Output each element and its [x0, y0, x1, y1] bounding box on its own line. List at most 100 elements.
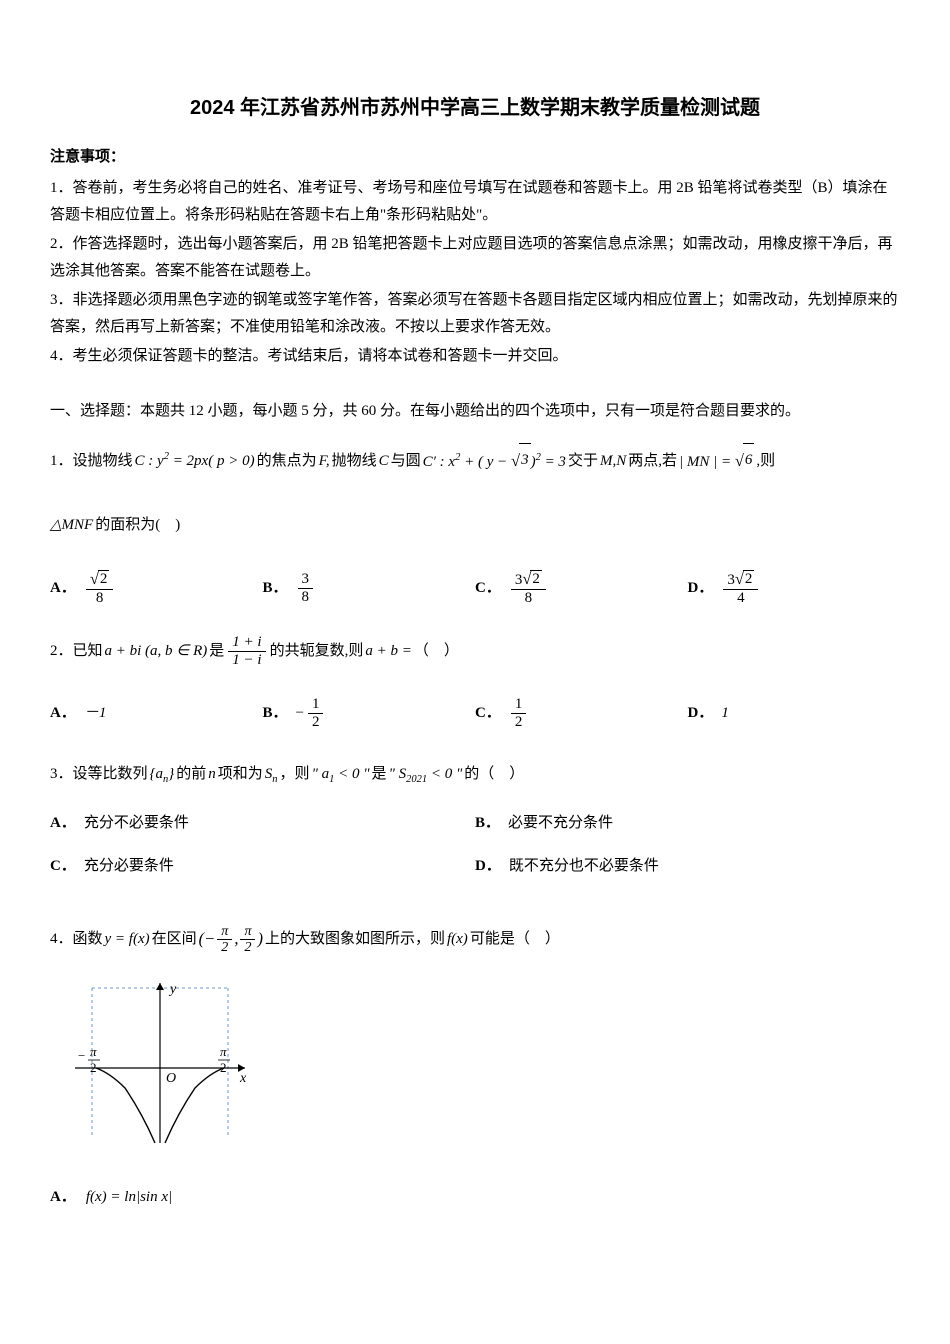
q4-fx2: f(x): [447, 923, 468, 956]
q1-choice-c: C． 3√28: [475, 570, 688, 606]
q3-a-text: 充分不必要条件: [84, 807, 189, 840]
q4-a-label: A．: [50, 1181, 76, 1214]
exam-title: 2024 年江苏省苏州市苏州中学高三上数学期末教学质量检测试题: [50, 90, 900, 126]
svg-text:π: π: [220, 1044, 227, 1059]
q1-prefix: 1．设抛物线: [50, 445, 133, 478]
svg-text:2: 2: [90, 1060, 97, 1075]
q2-c-val: 12: [511, 696, 527, 730]
q1-MN: M,N: [600, 445, 626, 478]
q1-choice-d: D． 3√24: [688, 570, 901, 606]
q3-d-label: D．: [475, 850, 501, 883]
q1-choices: A． √28 B． 38 C． 3√28 D． 3√24: [50, 570, 900, 606]
q1-b-frac: 38: [298, 571, 314, 605]
q3-mid3: ，则: [280, 758, 310, 791]
q3-d-text: 既不充分也不必要条件: [509, 850, 659, 883]
q3-mid5: 的（ ）: [464, 758, 524, 791]
q2-choice-a: A． －1: [50, 696, 263, 730]
q1-a-label: A．: [50, 572, 76, 605]
q4-mid1: 在区间: [152, 923, 197, 956]
q2-choices: A． －1 B． −12 C． 12 D． 1: [50, 696, 900, 730]
q4-fx: y = f(x): [105, 923, 150, 956]
q4-graph: y x O − π 2 π 2: [70, 978, 900, 1161]
svg-text:x: x: [239, 1071, 247, 1086]
q3-cond1: " a1 < 0 ": [312, 758, 370, 791]
q1-d-frac: 3√24: [723, 570, 758, 606]
question-3: 3．设等比数列 {an} 的前 n 项和为 Sn ，则 " a1 < 0 " 是…: [50, 758, 900, 893]
svg-text:2: 2: [220, 1060, 227, 1075]
q3-choice-c: C． 充分必要条件: [50, 850, 475, 883]
q4-a-expr: f(x) = ln|sin x|: [86, 1181, 172, 1214]
q3-choice-b: B． 必要不充分条件: [475, 807, 900, 840]
q1-b-label: B．: [263, 572, 288, 605]
q2-abi: a + bi (a, b ∈ R): [105, 635, 208, 668]
q2-mid1: 是: [209, 635, 224, 668]
q3-cond2: " S2021 < 0 ": [389, 758, 463, 791]
section-1-header: 一、选择题：本题共 12 小题，每小题 5 分，共 60 分。在每小题给出的四个…: [50, 398, 900, 425]
q2-a-val: －1: [84, 697, 107, 730]
q1-C: C: [379, 445, 389, 478]
q1-circle: C′ : x2 + ( y − √3)2 = 3: [423, 443, 566, 479]
q3-mid2: 项和为: [218, 758, 263, 791]
q2-choice-c: C． 12: [475, 696, 688, 730]
question-1: 1．设抛物线 C : y2 = 2px( p > 0) 的焦点为 F, 抛物线 …: [50, 443, 900, 606]
q1-triangle: △MNF: [50, 509, 93, 542]
q3-an: {an}: [150, 758, 175, 791]
q2-ab: a + b =: [365, 635, 412, 668]
notice-2: 2．作答选择题时，选出每小题答案后，用 2B 铅笔把答题卡上对应题目选项的答案信…: [50, 231, 900, 285]
q4-suffix: 可能是（ ）: [470, 923, 560, 956]
q2-prefix: 2．已知: [50, 635, 103, 668]
q3-choice-a: A． 充分不必要条件: [50, 807, 475, 840]
q2-b-label: B．: [263, 697, 288, 730]
q1-d-label: D．: [688, 572, 714, 605]
notice-3: 3．非选择题必须用黑色字迹的钢笔或签字笔作答，答案必须写在答题卡各题目指定区域内…: [50, 287, 900, 341]
notice-1: 1．答卷前，考生务必将自己的姓名、准考证号、考场号和座位号填写在试题卷和答题卡上…: [50, 175, 900, 229]
q3-mid4: 是: [372, 758, 387, 791]
q1-mid6: ,则: [756, 445, 775, 478]
q2-mid2: 的共轭复数,则: [270, 635, 364, 668]
notice-4: 4．考生必须保证答题卡的整洁。考试结束后，请将本试卷和答题卡一并交回。: [50, 343, 900, 370]
q2-choice-b: B． −12: [263, 696, 476, 730]
q1-c-frac: 3√28: [511, 570, 546, 606]
svg-text:O: O: [166, 1071, 176, 1086]
q2-frac: 1 + i1 − i: [228, 634, 265, 668]
q1-mid2: 抛物线: [332, 445, 377, 478]
q1-c-label: C．: [475, 572, 501, 605]
q3-a-label: A．: [50, 807, 76, 840]
q1-choice-a: A． √28: [50, 570, 263, 606]
q2-suffix: （ ）: [414, 635, 459, 668]
notice-header: 注意事项：: [50, 144, 900, 171]
q2-b-val: −12: [296, 696, 326, 730]
q1-mid4: 交于: [568, 445, 598, 478]
q1-choice-b: B． 38: [263, 570, 476, 606]
q2-d-label: D．: [688, 697, 714, 730]
q4-interval: (−π2, π2): [199, 921, 263, 957]
q4-prefix: 4．函数: [50, 923, 103, 956]
question-2: 2．已知 a + bi (a, b ∈ R) 是 1 + i1 − i 的共轭复…: [50, 634, 900, 730]
q3-prefix: 3．设等比数列: [50, 758, 148, 791]
q3-b-label: B．: [475, 807, 500, 840]
q3-n: n: [208, 758, 216, 791]
q1-mid5: 两点,若: [628, 445, 677, 478]
q3-b-text: 必要不充分条件: [508, 807, 613, 840]
q2-c-label: C．: [475, 697, 501, 730]
question-4: 4．函数 y = f(x) 在区间 (−π2, π2) 上的大致图象如图所示，则…: [50, 921, 900, 1213]
q4-option-a: A． f(x) = ln|sin x|: [50, 1181, 900, 1214]
q1-mid3: 与圆: [391, 445, 421, 478]
q3-c-text: 充分必要条件: [84, 850, 174, 883]
q1-a-frac: √28: [86, 570, 114, 606]
q2-a-label: A．: [50, 697, 76, 730]
q1-mid1: 的焦点为: [257, 445, 317, 478]
svg-text:π: π: [90, 1044, 97, 1059]
q2-choice-d: D． 1: [688, 696, 901, 730]
svg-text:y: y: [168, 982, 177, 997]
q3-choices: A． 充分不必要条件 B． 必要不充分条件 C． 充分必要条件 D． 既不充分也…: [50, 807, 900, 893]
q3-c-label: C．: [50, 850, 76, 883]
q1-F: F,: [319, 445, 330, 478]
q3-sn: Sn: [265, 758, 278, 791]
q3-choice-d: D． 既不充分也不必要条件: [475, 850, 900, 883]
q4-mid2: 上的大致图象如图所示，则: [265, 923, 445, 956]
q3-mid1: 的前: [176, 758, 206, 791]
q2-d-val: 1: [721, 697, 729, 730]
q1-line2-suffix: 的面积为( ): [95, 509, 180, 542]
q1-mn-len: | MN | = √6: [679, 443, 754, 479]
